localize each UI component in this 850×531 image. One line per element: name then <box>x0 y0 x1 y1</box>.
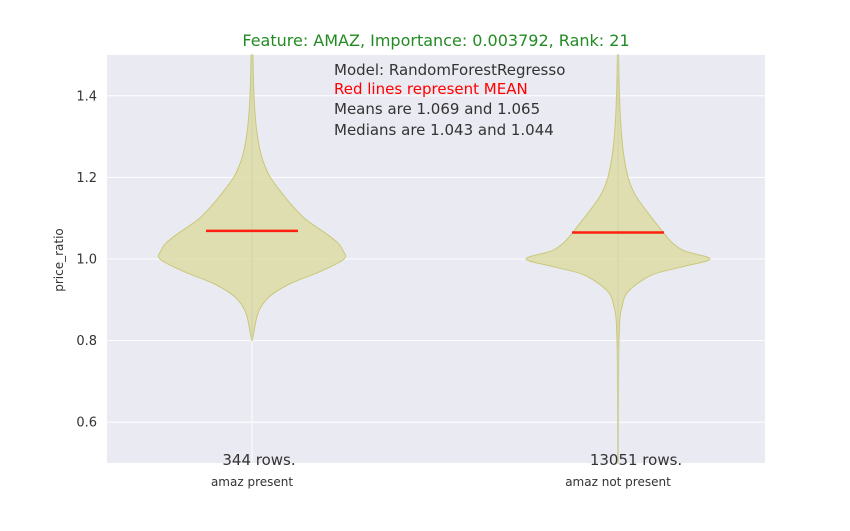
category-label-amaz-present: amaz present <box>211 475 293 489</box>
y-axis-label: price_ratio <box>52 228 66 292</box>
y-tick-label: 0.6 <box>76 416 97 431</box>
y-tick-label: 1.2 <box>76 171 97 186</box>
annotation-means: Means are 1.069 and 1.065 <box>334 100 540 118</box>
y-tick-labels: 0.6 0.8 1.0 1.2 1.4 <box>76 89 97 430</box>
annotation-red-lines: Red lines represent MEAN <box>334 80 528 98</box>
annotation-medians: Medians are 1.043 and 1.044 <box>334 121 554 139</box>
count-label-amaz-not-present: 13051 rows. <box>590 451 682 469</box>
y-tick-label: 1.0 <box>76 253 97 268</box>
y-tick-label: 0.8 <box>76 334 97 349</box>
chart-title: Feature: AMAZ, Importance: 0.003792, Ran… <box>242 31 629 50</box>
category-label-amaz-not-present: amaz not present <box>565 475 671 489</box>
annotation-model: Model: RandomForestRegresso <box>334 61 565 79</box>
count-label-amaz-present: 344 rows. <box>222 451 295 469</box>
violins <box>157 54 711 464</box>
y-tick-label: 1.4 <box>76 89 97 104</box>
